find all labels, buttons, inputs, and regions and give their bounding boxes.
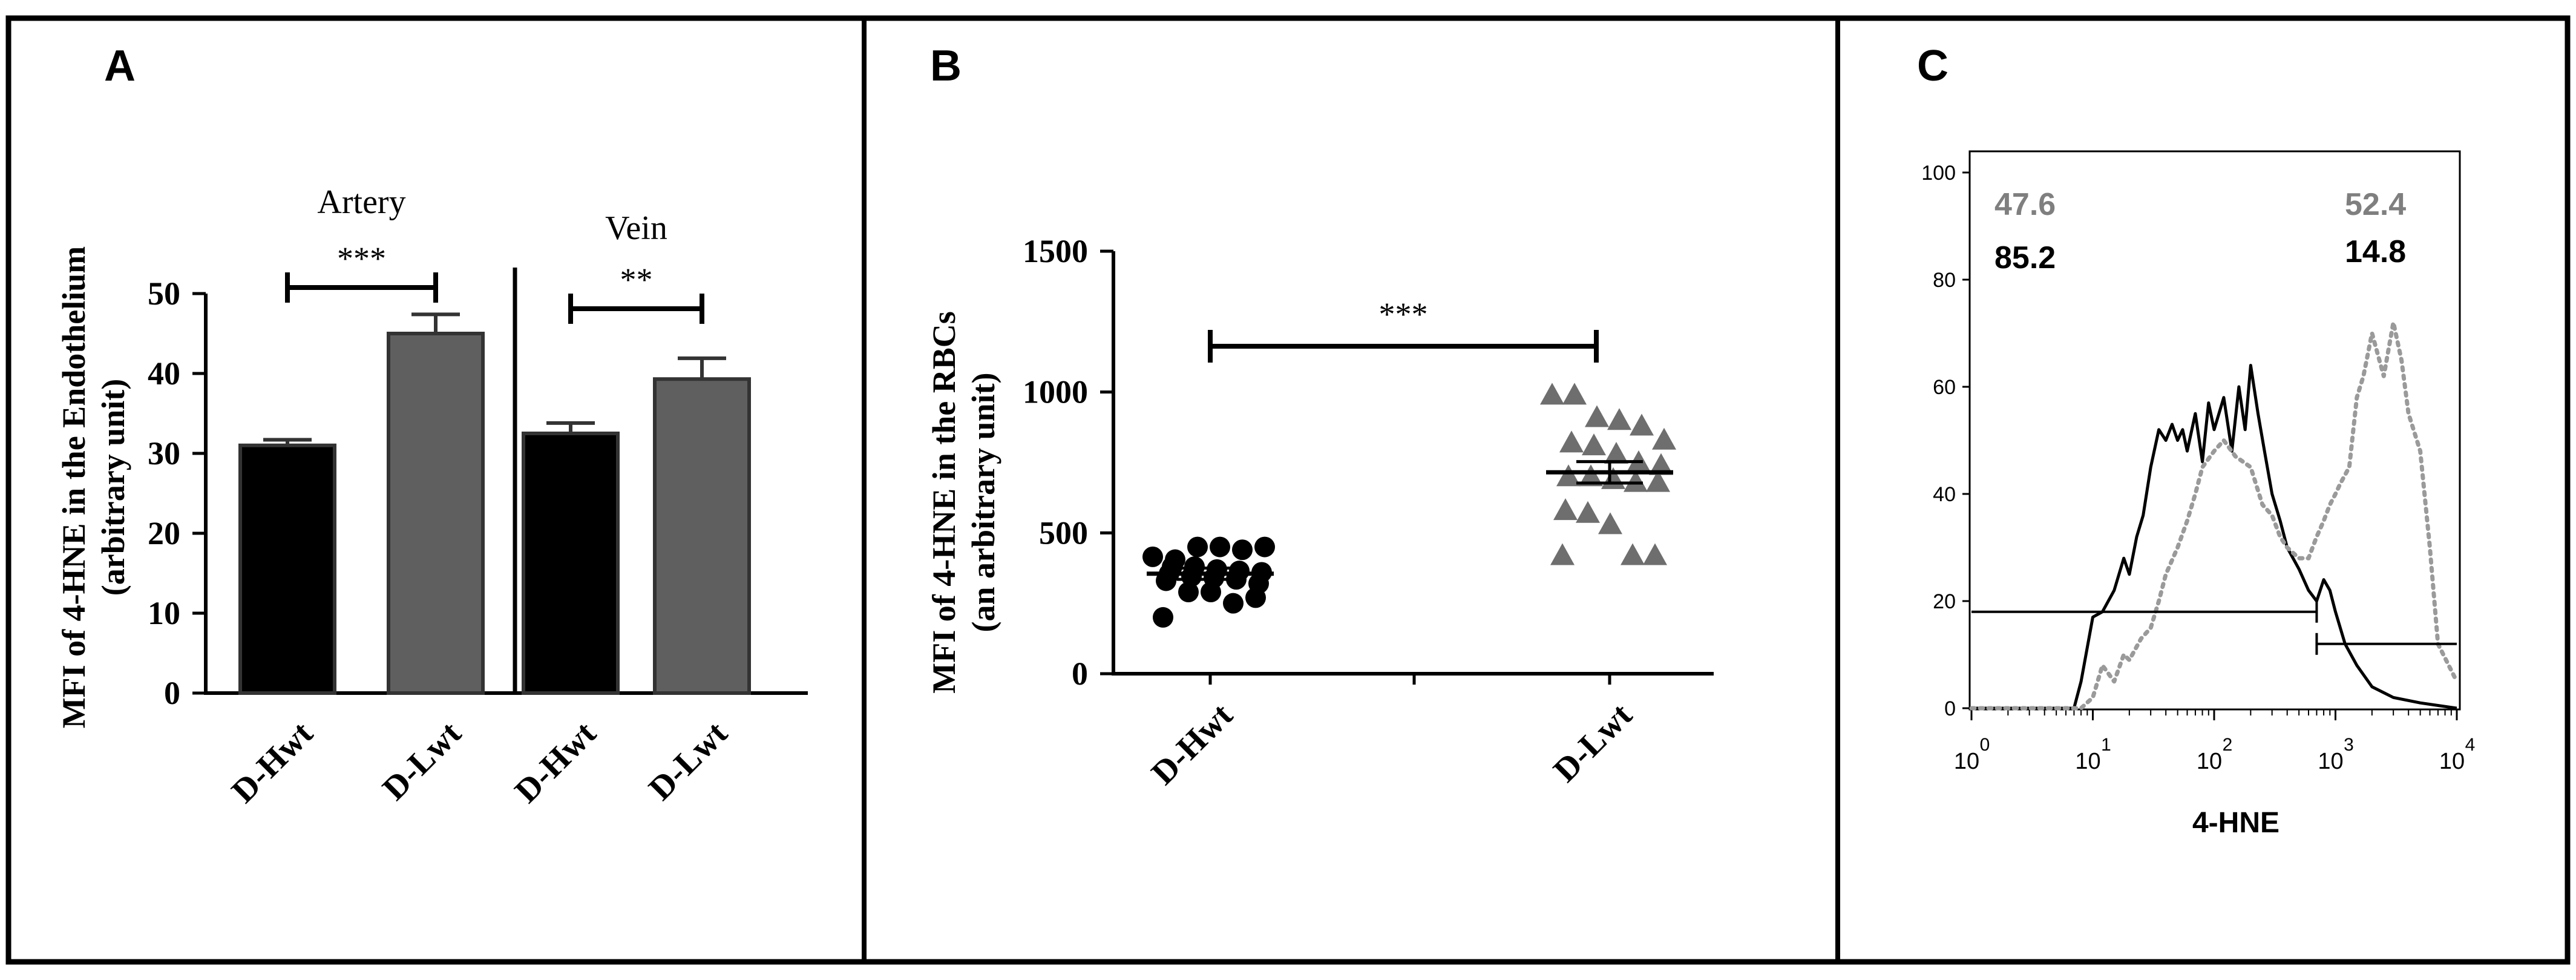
panel-a-significance-label: ***	[337, 240, 386, 277]
panel-c-x-tick-label-base: 10	[2318, 749, 2343, 774]
panel-b-scatter-chart: MFI of 4-HNE in the RBCs (an arbitrary u…	[926, 233, 1714, 792]
panel-b-point-circle	[1153, 607, 1173, 628]
panel-a-bar	[387, 332, 485, 695]
panel-c-y-tick-label: 60	[1933, 376, 1956, 399]
panel-c-y-tick-label: 40	[1933, 483, 1956, 506]
panel-c-y-tick-label: 0	[1944, 697, 1956, 720]
panel-b-point-triangle	[1559, 430, 1584, 453]
panel-letter-b: B	[930, 42, 962, 90]
panel-c-x-axis-label: 4-HNE	[2192, 807, 2279, 839]
panel-b-point-triangle	[1550, 543, 1575, 565]
panel-a-x-tick-label: D-Lwt	[375, 714, 468, 807]
panel-a-x-tick-label: D-Hwt	[508, 714, 603, 810]
panel-a-y-tick-label: 10	[148, 595, 180, 631]
panel-a-y-axis-label: MFI of 4-HNE in the Endothelium	[56, 246, 92, 729]
panel-c-x-tick-label-exponent: 4	[2465, 735, 2476, 755]
panel-b-y-tick-label: 1000	[1023, 374, 1088, 410]
panel-b-point-triangle	[1624, 470, 1648, 492]
panel-c-x-tick-label-base: 10	[2197, 749, 2222, 774]
panel-b-y-axis-label-unit: (an arbitrary unit)	[965, 373, 1001, 633]
panel-a-y-tick-label: 30	[148, 435, 180, 472]
panel-b-y-tick-label: 0	[1072, 656, 1088, 692]
panel-b-point-triangle	[1649, 453, 1673, 475]
panel-a-group-label: Vein	[605, 209, 667, 247]
panel-b-point-circle	[1187, 536, 1208, 557]
panel-c-x-tick-label-exponent: 2	[2223, 735, 2233, 755]
panel-b-point-triangle	[1630, 413, 1654, 436]
panel-b-y-tick-label: 1500	[1023, 233, 1088, 269]
panel-b-point-triangle	[1652, 427, 1676, 450]
panel-c-x-tick-label-exponent: 3	[2344, 735, 2354, 755]
panel-b-point-triangle	[1585, 405, 1609, 427]
panel-letter-c: C	[1917, 42, 1948, 90]
panel-a-x-tick-label: D-Hwt	[224, 714, 320, 810]
panel-b-x-tick-label: D-Hwt	[1144, 696, 1240, 792]
panel-b-point-triangle	[1540, 383, 1564, 405]
panel-c-dotted-histogram-line	[1969, 320, 2459, 711]
panel-b-x-tick-label: D-Lwt	[1546, 696, 1639, 789]
panel-c-gate-percent-gray-right: 52.4	[2345, 187, 2406, 222]
panel-b-point-triangle	[1562, 383, 1587, 405]
panel-c-y-tick-label: 80	[1933, 269, 1956, 292]
panel-c-gate-percent-gray-left: 47.6	[1994, 187, 2056, 222]
panel-a-bar	[238, 443, 336, 695]
panel-b-point-circle	[1254, 536, 1275, 557]
panel-b-point-triangle	[1582, 433, 1606, 456]
panel-b-point-circle	[1232, 539, 1253, 561]
panel-b-point-triangle	[1576, 501, 1600, 523]
panel-b-point-triangle	[1598, 512, 1622, 534]
panel-b-point-triangle	[1646, 470, 1670, 492]
panel-c-solid-histogram-line	[1971, 364, 2457, 710]
panel-c-gate-percent-black-right: 14.8	[2345, 234, 2406, 269]
panel-a-y-tick-label: 50	[148, 275, 180, 312]
panel-a-group-label: Artery	[317, 183, 405, 221]
panel-b-point-circle	[1178, 582, 1199, 603]
panel-b-point-circle	[1201, 582, 1221, 603]
panel-b-y-axis-label: MFI of 4-HNE in the RBCs	[926, 311, 962, 694]
panel-a-y-tick-label: 0	[164, 675, 180, 711]
panel-letter-a: A	[104, 42, 136, 90]
panel-b-point-triangle	[1643, 543, 1667, 565]
panel-c-x-tick-label-base: 10	[2075, 749, 2100, 774]
panel-c-y-tick-label: 20	[1933, 590, 1956, 613]
panel-a-bar	[653, 377, 751, 695]
figure-border	[5, 15, 2571, 965]
panel-c-x-tick-label-exponent: 1	[2101, 735, 2111, 755]
panel-b-y-tick-label: 500	[1039, 515, 1088, 551]
panel-b-point-circle	[1245, 587, 1266, 608]
panel-b-point-triangle	[1553, 498, 1578, 521]
panel-b-point-triangle	[1579, 464, 1603, 487]
panel-c-y-tick-label: 100	[1921, 162, 1956, 185]
panel-b-point-circle	[1181, 566, 1202, 587]
panel-c-x-tick-label-exponent: 0	[1980, 735, 1990, 755]
panel-a-y-tick-label: 40	[148, 355, 180, 392]
panel-b-point-triangle	[1604, 442, 1628, 464]
panel-b-significance-label: ***	[1379, 296, 1428, 332]
panel-a-x-tick-label: D-Lwt	[641, 714, 735, 807]
panel-b-point-triangle	[1556, 464, 1581, 487]
panel-c-x-tick-label-base: 10	[2439, 749, 2465, 774]
panel-c-gate-percent-black-left: 85.2	[1994, 240, 2056, 275]
panel-a-bar-chart: MFI of 4-HNE in the Endothelium (arbitra…	[56, 183, 808, 811]
panel-b-point-circle	[1223, 593, 1244, 614]
panel-a-significance-label: **	[620, 261, 653, 298]
panel-c-x-tick-label-base: 10	[1954, 749, 1979, 774]
panel-a-bar	[522, 432, 620, 695]
panel-a-y-tick-label: 20	[148, 515, 180, 551]
panel-a-y-axis-label-unit: (arbitrary unit)	[95, 379, 131, 596]
panel-b-point-triangle	[1607, 408, 1631, 430]
panel-b-point-circle	[1210, 536, 1230, 557]
panel-b-point-circle	[1142, 546, 1163, 567]
panel-b-point-triangle	[1621, 543, 1645, 565]
